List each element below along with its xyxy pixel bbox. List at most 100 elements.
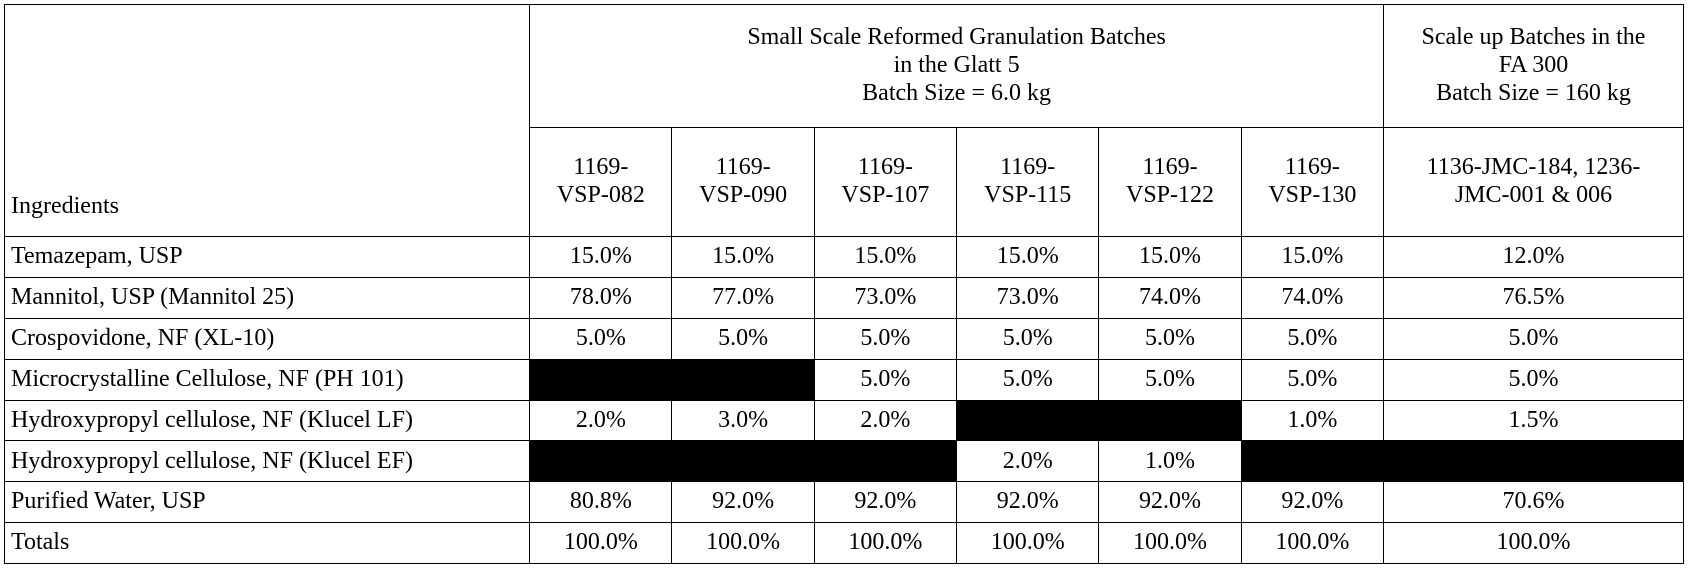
batch-id-header: 1136-JMC-184, 1236- JMC-001 & 006 — [1382, 126, 1685, 238]
table-row: Crospovidone, NF (XL-10) 5.0% 5.0% 5.0% 5.0%… — [3, 317, 1685, 360]
value-cell: 78.0% — [529, 277, 673, 319]
value-cell: 100.0% — [671, 522, 815, 564]
group-header-row: Ingredients Small Scale Reformed Granula… — [3, 3, 1685, 238]
small-scale-header-line-3: Batch Size = 6.0 kg — [862, 79, 1051, 106]
batch-id-header: 1169- VSP-115 — [956, 126, 1100, 238]
filled-cell — [1240, 440, 1685, 483]
value-cell: 74.0% — [1098, 277, 1242, 319]
ingredient-name: Hydroxypropyl cellulose, NF (Klucel EF) — [3, 440, 531, 483]
value-cell: 1.0% — [1240, 399, 1384, 442]
scale-up-group-header: Scale up Batches in the FA 300 Batch Siz… — [1382, 4, 1685, 128]
ingredient-name: Totals — [3, 522, 531, 564]
table-row: Mannitol, USP (Mannitol 25) 78.0% 77.0% 73.… — [3, 277, 1685, 319]
value-cell: 1.0% — [1098, 440, 1242, 483]
value-cell: 1.5% — [1382, 399, 1685, 442]
value-cell: 5.0% — [1240, 358, 1384, 401]
value-cell: 77.0% — [671, 277, 815, 319]
batch-id-line-1: 1169- — [573, 154, 629, 181]
batch-id-line-2: JMC-001 & 006 — [1454, 181, 1613, 208]
table-row: Temazepam, USP 15.0% 15.0% 15.0% 15.0% 15.0% 1… — [3, 236, 1685, 279]
table-row: Purified Water, USP 80.8% 92.0% 92.0% 92.0% 9… — [3, 481, 1685, 524]
value-cell: 73.0% — [956, 277, 1100, 319]
value-cell: 92.0% — [813, 481, 958, 524]
filled-cell — [529, 358, 815, 401]
value-cell: 5.0% — [813, 358, 958, 401]
batch-id-line-1: 1169- — [857, 154, 913, 181]
batch-id-line-2: VSP-082 — [556, 181, 645, 208]
value-cell: 5.0% — [956, 358, 1100, 401]
batch-id-header: 1169- VSP-082 — [529, 126, 673, 238]
value-cell: 100.0% — [956, 522, 1100, 564]
batch-id-line-1: 1169- — [1284, 154, 1340, 181]
value-cell: 3.0% — [671, 399, 815, 442]
batch-id-header: 1169- VSP-122 — [1098, 126, 1242, 238]
value-cell: 92.0% — [1098, 481, 1242, 524]
table-row: Hydroxypropyl cellulose, NF (Klucel LF) 2… — [3, 399, 1685, 442]
small-scale-header-line-2: in the Glatt 5 — [893, 51, 1020, 78]
value-cell: 15.0% — [1240, 236, 1384, 279]
value-cell: 73.0% — [813, 277, 958, 319]
value-cell: 5.0% — [813, 317, 958, 360]
value-cell: 76.5% — [1382, 277, 1685, 319]
ingredients-header: Ingredients — [3, 3, 531, 238]
batch-id-line-2: VSP-130 — [1268, 181, 1357, 208]
batch-id-line-2: VSP-115 — [984, 181, 1072, 208]
value-cell: 2.0% — [529, 399, 673, 442]
value-cell: 5.0% — [1240, 317, 1384, 360]
formulation-table: Ingredients Small Scale Reformed Granula… — [3, 3, 1685, 564]
batch-id-line-1: 1169- — [1142, 154, 1198, 181]
batch-id-line-2: VSP-107 — [841, 181, 930, 208]
table-row: Totals 100.0% 100.0% 100.0% 100.0% 100.0% 100.… — [3, 522, 1685, 564]
value-cell: 100.0% — [1240, 522, 1384, 564]
scale-up-header-line-3: Batch Size = 160 kg — [1436, 79, 1631, 106]
value-cell: 15.0% — [813, 236, 958, 279]
value-cell: 5.0% — [1098, 317, 1242, 360]
value-cell: 15.0% — [1098, 236, 1242, 279]
scale-up-header-line-1: Scale up Batches in the — [1421, 24, 1646, 51]
value-cell: 15.0% — [529, 236, 673, 279]
value-cell: 70.6% — [1382, 481, 1685, 524]
batch-id-header: 1169- VSP-090 — [671, 126, 815, 238]
value-cell: 92.0% — [671, 481, 815, 524]
value-cell: 5.0% — [1382, 317, 1685, 360]
value-cell: 74.0% — [1240, 277, 1384, 319]
value-cell: 2.0% — [956, 440, 1100, 483]
value-cell: 5.0% — [671, 317, 815, 360]
value-cell: 2.0% — [813, 399, 958, 442]
batch-id-header: 1169- VSP-107 — [813, 126, 958, 238]
value-cell: 5.0% — [1382, 358, 1685, 401]
batch-id-line-1: 1169- — [1000, 154, 1056, 181]
value-cell: 100.0% — [529, 522, 673, 564]
table-row: Microcrystalline Cellulose, NF (PH 101) 5… — [3, 358, 1685, 401]
table-row: Hydroxypropyl cellulose, NF (Klucel EF) 2… — [3, 440, 1685, 483]
value-cell: 100.0% — [813, 522, 958, 564]
value-cell: 100.0% — [1382, 522, 1685, 564]
ingredient-name: Crospovidone, NF (XL-10) — [3, 317, 531, 360]
ingredient-name: Purified Water, USP — [3, 481, 531, 524]
batch-id-row: 1169- VSP-082 1169- VSP-090 1169- VSP-107 1169… — [5, 126, 1685, 238]
batch-id-line-2: VSP-122 — [1126, 181, 1215, 208]
value-cell: 15.0% — [956, 236, 1100, 279]
small-scale-header-line-1: Small Scale Reformed Granulation Batches — [747, 24, 1166, 51]
batch-id-line-1: 1136-JMC-184, 1236- — [1426, 154, 1641, 181]
value-cell: 100.0% — [1098, 522, 1242, 564]
ingredient-name: Microcrystalline Cellulose, NF (PH 101) — [3, 358, 531, 401]
filled-cell — [529, 440, 958, 483]
value-cell: 5.0% — [529, 317, 673, 360]
batch-id-line-1: 1169- — [715, 154, 771, 181]
ingredient-name: Mannitol, USP (Mannitol 25) — [3, 277, 531, 319]
batch-id-line-2: VSP-090 — [699, 181, 788, 208]
value-cell: 5.0% — [956, 317, 1100, 360]
ingredient-name: Hydroxypropyl cellulose, NF (Klucel LF) — [3, 399, 531, 442]
value-cell: 92.0% — [956, 481, 1100, 524]
value-cell: 5.0% — [1098, 358, 1242, 401]
value-cell: 92.0% — [1240, 481, 1384, 524]
scale-up-header-line-2: FA 300 — [1498, 51, 1569, 78]
filled-cell — [956, 399, 1242, 442]
value-cell: 15.0% — [671, 236, 815, 279]
small-scale-group-header: Small Scale Reformed Granulation Batches… — [529, 4, 1384, 128]
ingredient-name: Temazepam, USP — [3, 236, 531, 279]
value-cell: 80.8% — [529, 481, 673, 524]
value-cell: 12.0% — [1382, 236, 1685, 279]
batch-id-header: 1169- VSP-130 — [1240, 126, 1384, 238]
